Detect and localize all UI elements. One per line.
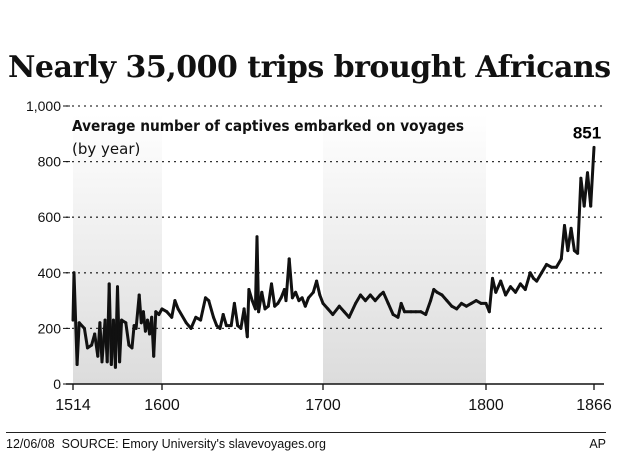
series-line-segment (118, 318, 124, 364)
series-line-segment (130, 324, 136, 350)
series-line-segment (247, 288, 254, 303)
x-tick-label: 1800 (468, 397, 504, 414)
series-line-segment (82, 326, 89, 350)
peak-annotation: 851 (573, 123, 601, 142)
footer-date: 12/06/08 (6, 437, 55, 451)
series-line-segment (523, 271, 532, 291)
series-line-segment (124, 321, 131, 347)
series-line-segment (260, 290, 267, 311)
x-tick-label: 1514 (55, 397, 91, 414)
series-line-segment (499, 279, 508, 297)
series-line-segment (255, 235, 261, 314)
series-line-segment (386, 301, 395, 316)
y-tick-label: 800 (38, 154, 62, 170)
series-line-segment (270, 282, 277, 308)
series-line-segment (429, 288, 436, 303)
y-tick-label: 400 (38, 265, 62, 281)
series-line-segment (535, 271, 544, 283)
series-line-segment (589, 145, 596, 208)
series-line-segment (554, 257, 563, 269)
chart-subtitle-by-year: (by year) (72, 140, 140, 158)
series-line-segment (504, 285, 512, 297)
series-line-segment (207, 299, 215, 319)
series-line-segment (514, 282, 522, 294)
chart-title: Nearly 35,000 trips brought Africans (8, 50, 611, 85)
series-line-segment (487, 276, 494, 314)
series-line-segment (576, 176, 583, 255)
series-line-segment (315, 279, 322, 297)
x-tick-label: 1866 (576, 397, 612, 414)
x-tick-label: 1700 (305, 397, 341, 414)
chart-subtitle: Average number of captives embarked on v… (72, 117, 464, 135)
y-tick-label: 200 (38, 320, 62, 336)
series-line-segment (232, 301, 240, 328)
series-line-segment (424, 299, 433, 316)
series-line-segment (176, 307, 188, 325)
shaded-period (323, 114, 486, 384)
series-line-segment (152, 310, 158, 358)
footer-source: SOURCE: Emory University's slavevoyages.… (61, 437, 326, 451)
series-line-segment (569, 226, 576, 253)
series-line-segment (331, 304, 341, 316)
footer: 12/06/08 SOURCE: Emory University's slav… (6, 432, 606, 451)
y-tick-label: 1,000 (26, 98, 61, 114)
x-tick-label: 1600 (144, 397, 180, 414)
y-tick-label: 0 (53, 376, 61, 392)
series-line-segment (189, 315, 198, 330)
y-tick-label: 600 (38, 209, 62, 225)
series-line-segment (221, 313, 228, 328)
series-line-segment (75, 321, 81, 366)
series-line-segment (381, 290, 390, 305)
series-line-segment (354, 293, 362, 305)
series-line-segment (540, 263, 548, 275)
series-line-segment (199, 296, 207, 322)
series-line-segment (347, 301, 358, 319)
series-line-segment (287, 257, 294, 300)
series-line-segment (245, 288, 251, 339)
footer-credit: AP (589, 437, 606, 451)
